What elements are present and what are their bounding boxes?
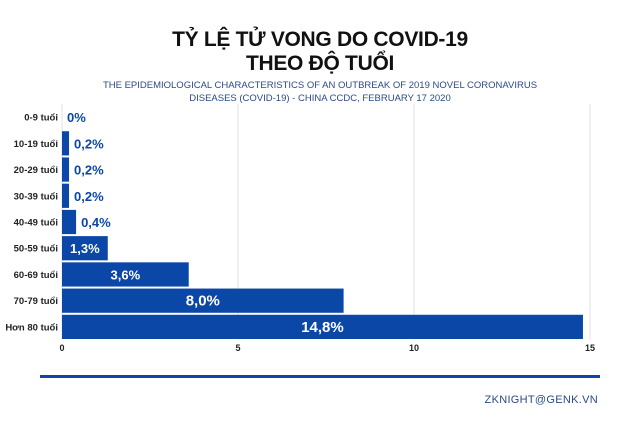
chart-title-line2: THEO ĐỘ TUỔI [245,52,395,75]
bar [62,236,108,261]
chart-subtitle-line2: DISEASES (COVID-19) - CHINA CCDC, FEBRUA… [189,93,451,104]
data-label: 0,4% [81,215,111,230]
x-tick-label: 15 [585,343,595,353]
category-label: 0-9 tuổi [24,113,58,124]
x-tick-label: 10 [409,343,419,353]
x-tick-label: 0 [59,343,64,353]
data-label: 3,6% [111,267,141,282]
category-label: 70-79 tuổi [14,296,58,307]
divider-rule [40,375,600,378]
x-tick-label: 5 [235,343,240,353]
data-label: 8,0% [186,293,220,310]
bar [62,183,70,208]
data-label: 0% [67,110,86,125]
category-label: 20-29 tuổi [14,165,58,176]
category-label: 10-19 tuổi [14,139,58,150]
category-label: 50-59 tuổi [14,244,58,255]
category-label: 60-69 tuổi [14,270,58,281]
data-label: 1,3% [70,241,100,256]
bar [62,314,583,339]
bar [62,262,189,287]
bar [62,209,77,235]
chart-subtitle-line1: THE EPIDEMIOLOGICAL CHARACTERISTICS OF A… [102,80,538,91]
data-label: 0,2% [74,136,104,151]
category-label: Hơn 80 tuổi [5,322,58,333]
bar [62,157,70,182]
data-label: 0,2% [74,163,104,178]
category-label: 30-39 tuổi [14,191,58,202]
footer-credit: ZKNIGHT@GENK.VN [484,394,598,406]
data-label: 14,8% [301,319,344,336]
bar [62,288,344,313]
data-label: 0,2% [74,189,104,204]
bar [62,131,70,156]
chart-title-line1: TỶ LỆ TỬ VONG DO COVID-19 [172,28,468,51]
category-label: 40-49 tuổi [14,218,58,229]
